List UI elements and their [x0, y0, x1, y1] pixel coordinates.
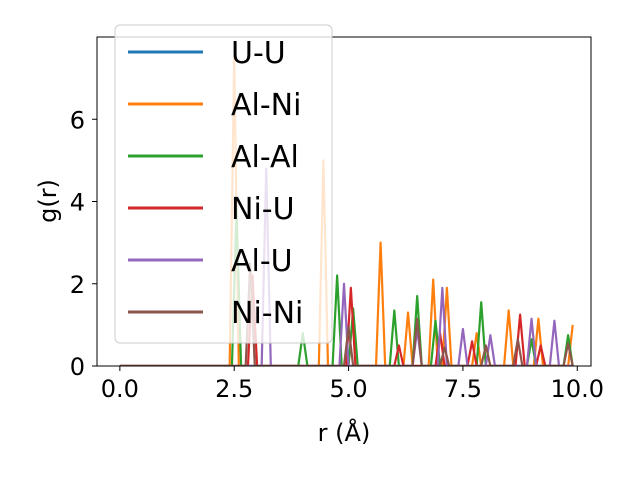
legend-label-al-ni: Al-Ni: [231, 88, 301, 123]
legend-label-al-al: Al-Al: [231, 140, 299, 175]
x-tick-label: 5.0: [329, 375, 367, 403]
x-axis-title: r (Å): [318, 418, 371, 447]
legend-label-u-u: U-U: [231, 36, 286, 71]
x-tick-label: 7.5: [444, 375, 482, 403]
legend-label-ni-ni: Ni-Ni: [231, 296, 303, 331]
legend-label-al-u: Al-U: [231, 244, 293, 279]
y-tick-label: 2: [70, 271, 85, 299]
series-line-ni-ni: [119, 262, 574, 366]
legend: U-U Al-Ni Al-Al Ni-U Al-U Ni-Ni: [114, 24, 333, 344]
x-tick-label: 0.0: [101, 375, 139, 403]
y-tick-label: 4: [70, 189, 85, 217]
legend-label-ni-u: Ni-U: [231, 192, 295, 227]
x-tick-label: 10.0: [551, 375, 604, 403]
series-line-al-u: [119, 167, 573, 366]
y-axis-title: g(r): [34, 179, 62, 223]
y-tick-label: 0: [70, 353, 85, 381]
x-tick-label: 2.5: [215, 375, 253, 403]
y-tick-label: 6: [70, 106, 85, 134]
